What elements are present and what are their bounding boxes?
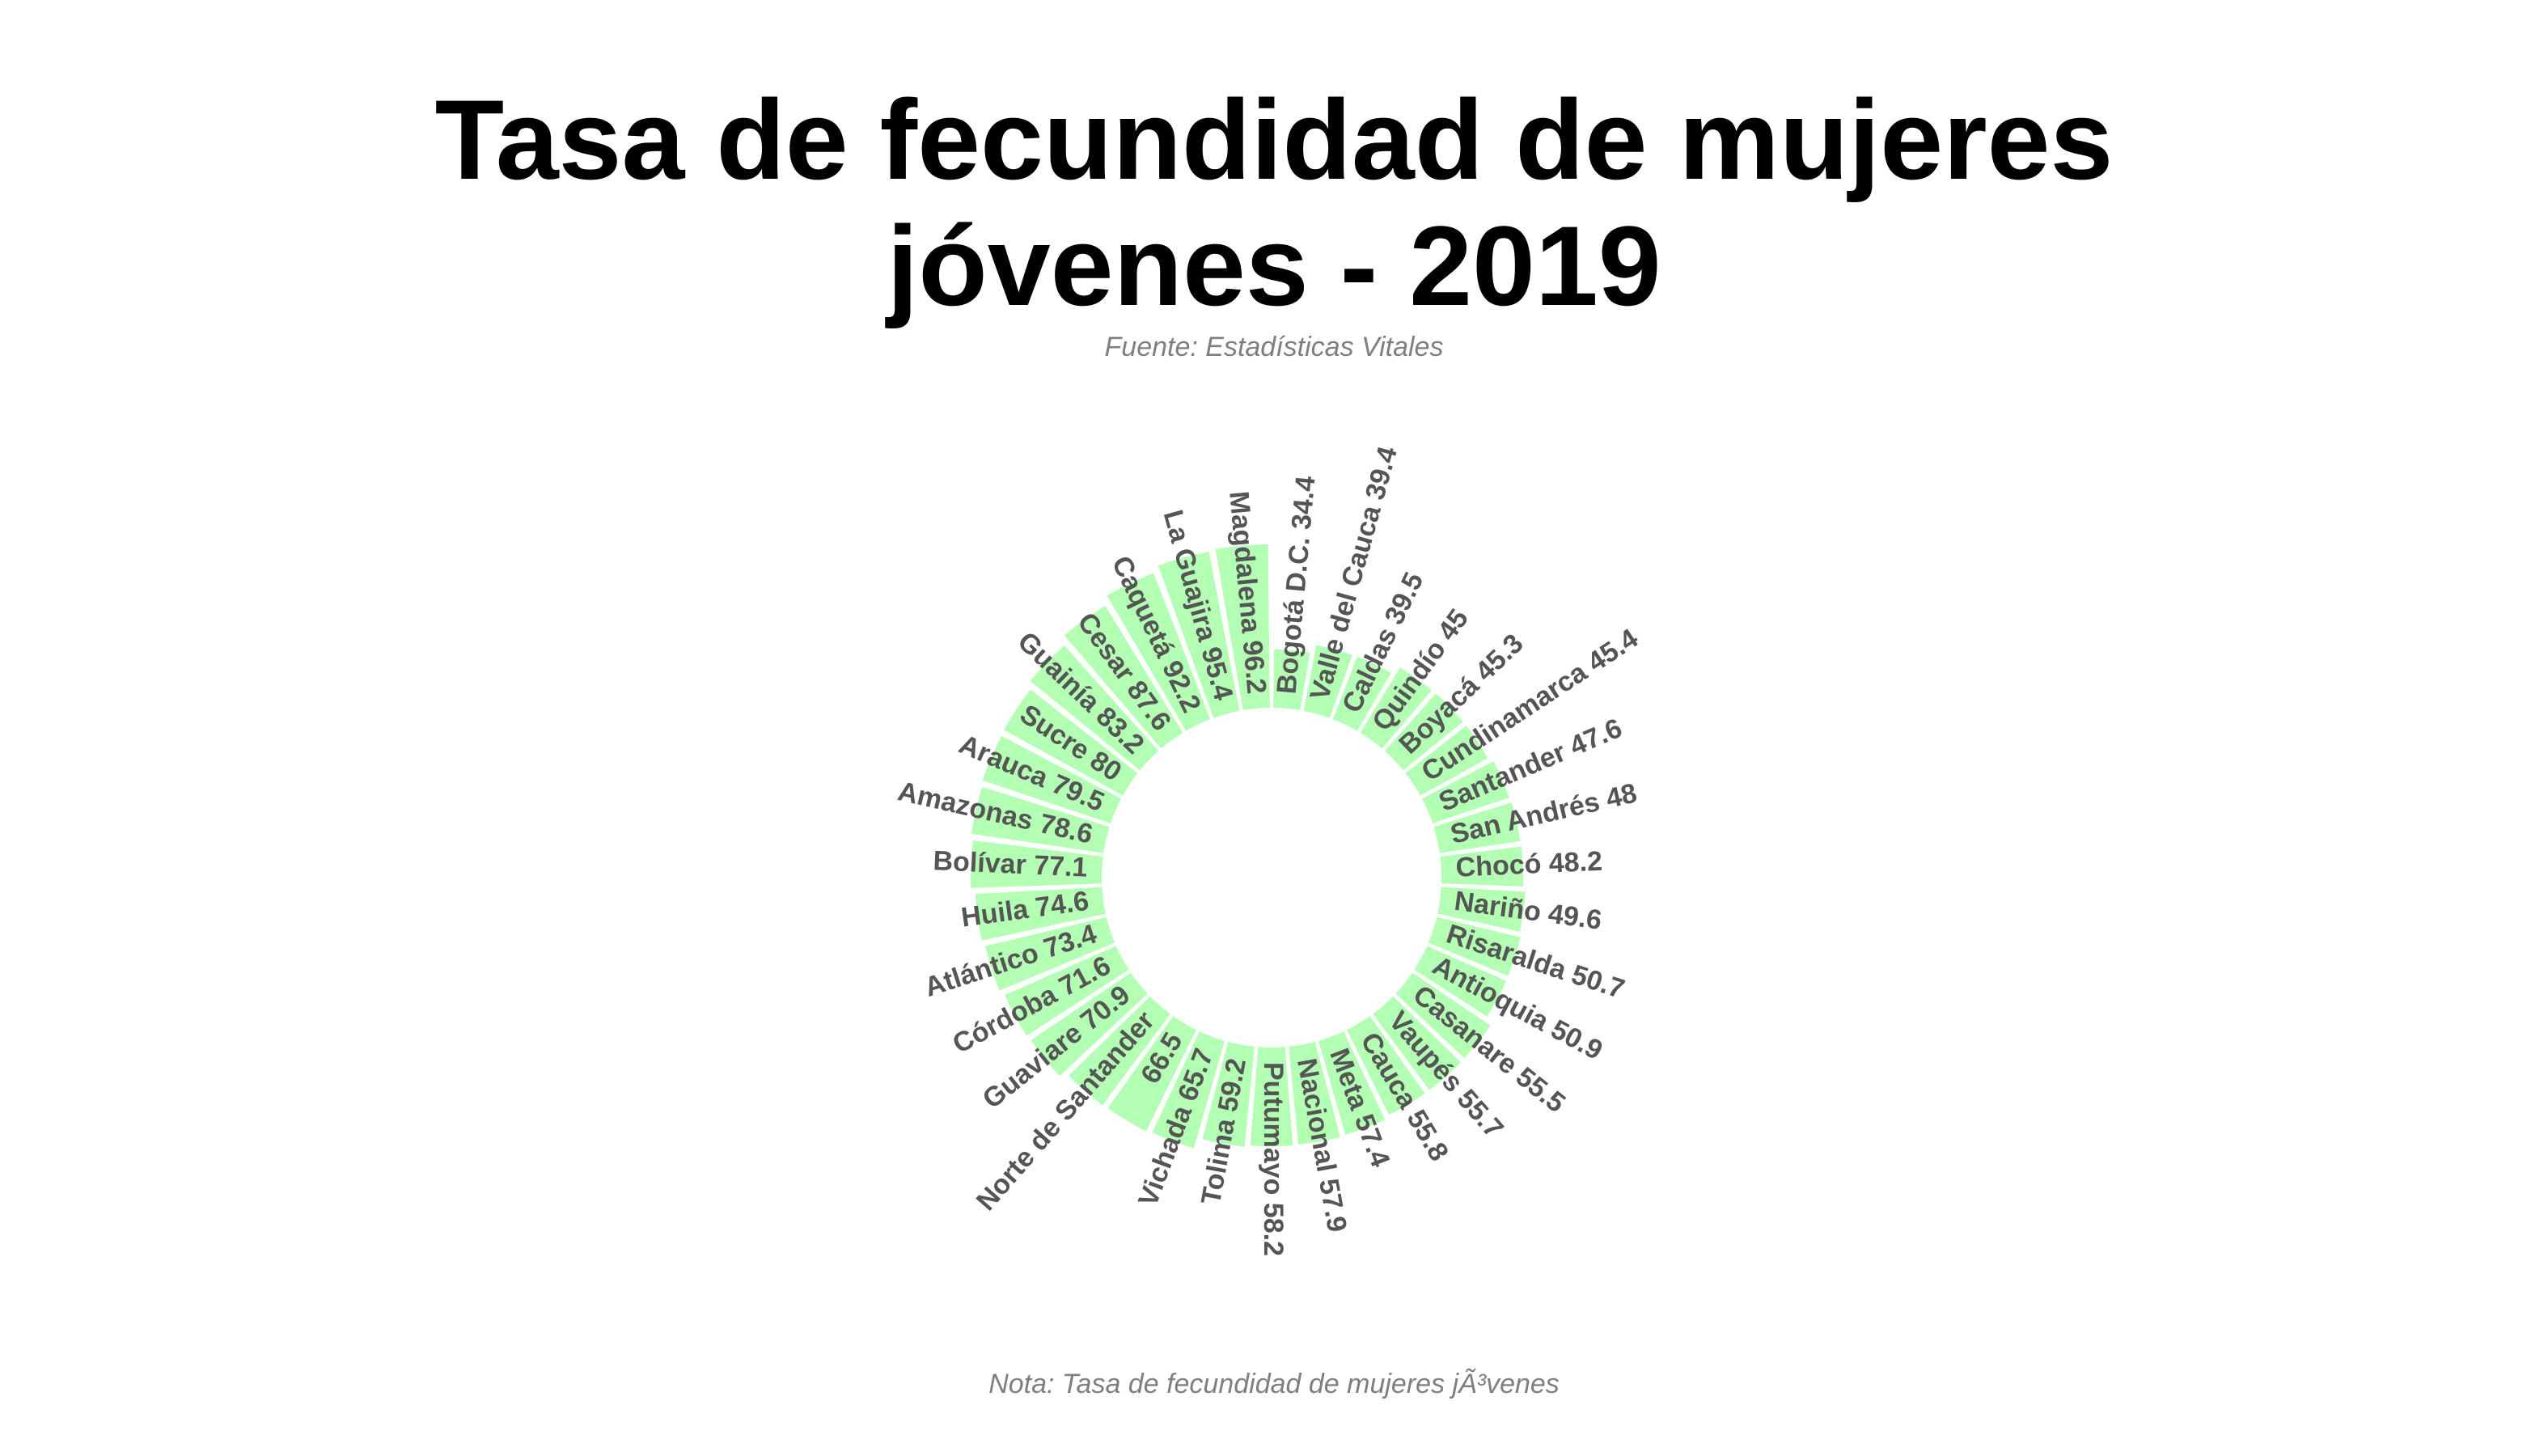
bar-putumayo — [1250, 1047, 1293, 1147]
bar-cesar — [1064, 605, 1183, 749]
bar-choco — [1440, 846, 1524, 887]
bar-cauca — [1347, 1016, 1425, 1115]
bar-norte-de-santander — [1069, 996, 1170, 1106]
bar-narino — [1437, 887, 1526, 932]
bar-bogota-d-c — [1273, 649, 1310, 710]
bar-label-bolivar: Bolívar 77.1 — [933, 845, 1088, 883]
bar-tolima — [1202, 1042, 1255, 1147]
chart-title: Tasa de fecundidad de mujeres jóvenes - … — [0, 77, 2548, 329]
bar-guaviare — [1031, 972, 1148, 1077]
bar-risaralda — [1428, 916, 1521, 976]
bar-valle-del-cauca — [1303, 645, 1352, 718]
bar-guainia — [1030, 645, 1159, 771]
bar-vaupes — [1373, 996, 1461, 1090]
bar-arauca — [982, 735, 1122, 824]
bar-label-putumayo: Putumayo 58.2 — [1258, 1062, 1289, 1256]
bar-sucre — [1004, 689, 1138, 796]
bar-66-5 — [1107, 1016, 1196, 1132]
bar-antioquia — [1414, 946, 1507, 1017]
bar-san-andres — [1433, 802, 1521, 853]
bar-label-choco: Chocó 48.2 — [1455, 846, 1603, 883]
chart-note: Nota: Tasa de fecundidad de mujeres jÃ³v… — [988, 1369, 1560, 1399]
chart-subtitle: Fuente: Estadísticas Vitales — [1104, 332, 1444, 362]
bar-cordoba — [1005, 946, 1129, 1036]
bar-nacional — [1289, 1042, 1340, 1145]
bar-meta — [1318, 1031, 1386, 1135]
bar-caldas — [1332, 656, 1391, 731]
bar-huila — [975, 887, 1106, 941]
chart-title-line-2: jóvenes - 2019 — [887, 202, 1661, 329]
bar-boyaca — [1384, 693, 1463, 771]
bar-amazonas — [971, 786, 1110, 853]
bar-santander — [1421, 760, 1509, 824]
bar-atlantico — [984, 916, 1115, 991]
bar-la-guajira — [1158, 552, 1240, 718]
bar-bolivar — [971, 840, 1103, 888]
bar-casanare — [1395, 972, 1491, 1059]
bar-magdalena — [1215, 544, 1270, 710]
bar-caqueta — [1107, 573, 1211, 731]
bar-vichada — [1152, 1031, 1225, 1149]
bar-cundinamarca — [1405, 726, 1488, 796]
chart-title-line-1: Tasa de fecundidad de mujeres — [434, 76, 2114, 203]
bar-quindio — [1360, 667, 1432, 749]
bars-group — [971, 544, 1526, 1149]
